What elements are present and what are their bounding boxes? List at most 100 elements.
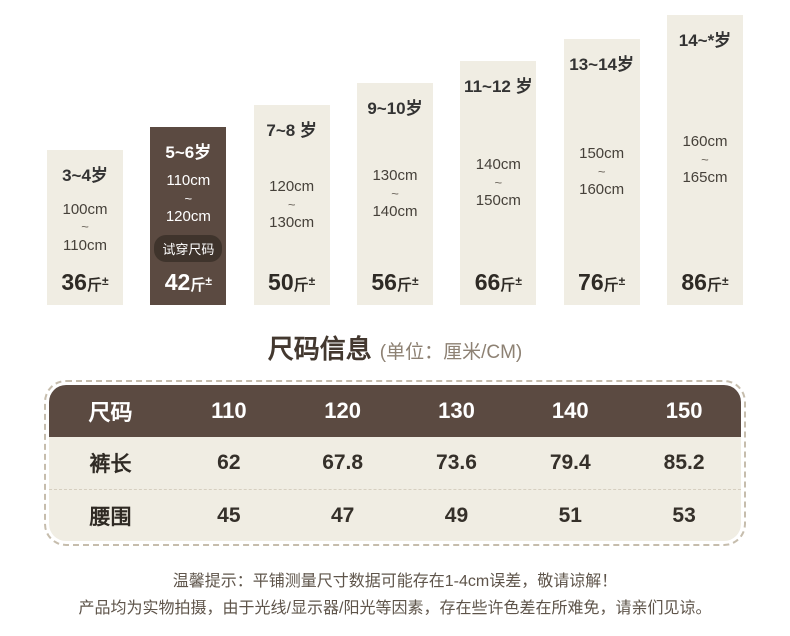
weight-tolerance: ± [102, 273, 109, 288]
size-bar: 7~8 岁 120cm ~ 130cm 50斤± [253, 105, 330, 305]
header-cell: 140 [551, 398, 589, 423]
weight-value: 66 [474, 268, 501, 295]
tilde-separator: ~ [81, 219, 89, 235]
weight-label: 56斤± [371, 269, 418, 296]
weight-value: 42 [164, 268, 191, 295]
height-from: 160cm [682, 133, 728, 151]
height-range: 160cm ~ 165cm [682, 131, 727, 189]
header-cell: 150 [665, 398, 703, 423]
height-from: 130cm [372, 167, 418, 185]
weight-value: 56 [371, 268, 397, 295]
weight-unit: 斤 [293, 276, 309, 294]
table-cell: 73.6 [436, 451, 477, 474]
weight-unit: 斤 [396, 276, 412, 294]
weight-label: 36斤± [61, 269, 108, 296]
tilde-separator: ~ [597, 163, 606, 179]
height-to: 110cm [63, 236, 107, 254]
height-from: 140cm [475, 156, 521, 174]
weight-value: 50 [268, 268, 294, 295]
height-range: 120cm ~ 130cm [269, 176, 314, 234]
row-label: 裤长 [89, 453, 132, 476]
table-cell: 47 [330, 503, 355, 527]
age-label: 3~4岁 [62, 166, 108, 185]
header-cell: 110 [211, 398, 247, 423]
note-measurement: 温馨提示：平铺测量尺寸数据可能存在1-4cm误差，敬请谅解！ [172, 573, 618, 590]
height-to: 160cm [579, 181, 625, 199]
size-table-border: 尺码 110 120 130 140 150 裤长 62 67.8 73.6 7… [44, 380, 746, 546]
height-from: 100cm [62, 200, 108, 218]
age-label: 7~8 岁 [266, 121, 317, 140]
height-to: 120cm [165, 208, 211, 226]
weight-label: 50斤± [268, 269, 315, 296]
age-label: 9~10岁 [367, 99, 423, 118]
weight-unit: 斤 [500, 276, 516, 294]
height-range: 140cm ~ 150cm [476, 154, 521, 212]
height-from: 150cm [579, 145, 625, 163]
title-unit-note: (单位：厘米/CM) [379, 342, 523, 363]
weight-tolerance: ± [515, 273, 522, 288]
height-from: 120cm [269, 178, 315, 196]
age-label: 13~14岁 [569, 55, 635, 74]
table-cell: 53 [672, 503, 696, 527]
table-cell: 79.4 [549, 451, 591, 474]
header-cell-size: 尺码 [88, 400, 133, 425]
weight-unit: 斤 [603, 276, 619, 294]
weight-unit: 斤 [706, 276, 722, 294]
table-cell: 45 [217, 503, 241, 527]
weight-label: 42斤± [165, 269, 212, 296]
height-range: 110cm ~ 120cm [166, 170, 211, 228]
table-cell: 51 [558, 503, 582, 527]
weight-label: 66斤± [475, 269, 522, 296]
weight-tolerance: ± [205, 273, 212, 288]
size-bar: 9~10岁 130cm ~ 140cm 56斤± [356, 83, 433, 305]
title-text: 尺码信息 [267, 334, 372, 364]
tilde-separator: ~ [287, 196, 296, 212]
weight-value: 76 [578, 268, 604, 295]
weight-tolerance: ± [721, 273, 729, 288]
tilde-separator: ~ [391, 185, 399, 201]
height-to: 130cm [269, 214, 315, 232]
header-cell: 130 [438, 398, 475, 423]
height-to: 140cm [372, 203, 418, 221]
weight-value: 86 [681, 268, 707, 295]
size-bar-highlighted: 5~6岁 110cm ~ 120cm 试穿尺码 42斤± [150, 127, 227, 305]
size-table: 尺码 110 120 130 140 150 裤长 62 67.8 73.6 7… [49, 385, 741, 541]
height-to: 165cm [682, 169, 728, 187]
weight-label: 76斤± [578, 269, 625, 296]
header-cell: 120 [324, 398, 361, 423]
size-bar: 3~4岁 100cm ~ 110cm 36斤± [47, 150, 123, 305]
height-range: 100cm ~ 110cm [62, 199, 107, 257]
weight-label: 86斤± [681, 269, 728, 296]
weight-tolerance: ± [308, 273, 316, 288]
row-label: 腰围 [89, 505, 132, 529]
height-from: 110cm [166, 172, 211, 190]
table-cell: 67.8 [322, 451, 364, 474]
weight-unit: 斤 [86, 276, 102, 294]
table-row-pants-length: 裤长 62 67.8 73.6 79.4 85.2 [49, 437, 741, 489]
table-header-row: 尺码 110 120 130 140 150 [49, 385, 741, 437]
weight-tolerance: ± [618, 273, 626, 288]
fit-size-badge: 试穿尺码 [154, 234, 223, 262]
tilde-separator: ~ [184, 190, 193, 206]
height-to: 150cm [475, 192, 521, 210]
size-info-title: 尺码信息 (单位：厘米/CM) [0, 329, 790, 366]
size-bar: 14~*岁 160cm ~ 165cm 86斤± [666, 15, 743, 305]
age-label: 5~6岁 [165, 143, 212, 162]
note-color-difference: 产品均为实物拍摄，由于光线/显示器/阳光等因素，存在些许色差在所难免，请亲们见谅… [78, 600, 712, 618]
weight-tolerance: ± [411, 273, 419, 288]
size-bar: 13~14岁 150cm ~ 160cm 76斤± [563, 39, 640, 305]
size-bar-chart: 3~4岁 100cm ~ 110cm 36斤± 5~6岁 110cm ~ 120… [0, 13, 790, 305]
height-range: 130cm ~ 140cm [372, 165, 417, 223]
age-label: 14~*岁 [678, 31, 732, 50]
table-cell: 49 [444, 503, 469, 527]
size-bar: 11~12 岁 140cm ~ 150cm 66斤± [460, 61, 537, 305]
table-cell: 85.2 [663, 451, 705, 474]
tilde-separator: ~ [701, 151, 709, 167]
table-row-waist: 腰围 45 47 49 51 53 [49, 489, 741, 541]
age-label: 11~12 岁 [464, 77, 533, 96]
tilde-separator: ~ [494, 174, 503, 190]
weight-unit: 斤 [190, 276, 206, 294]
height-range: 150cm ~ 160cm [579, 143, 624, 201]
weight-value: 36 [61, 268, 87, 295]
disclaimer-notes: 温馨提示：平铺测量尺寸数据可能存在1-4cm误差，敬请谅解！ 产品均为实物拍摄，… [0, 568, 790, 622]
